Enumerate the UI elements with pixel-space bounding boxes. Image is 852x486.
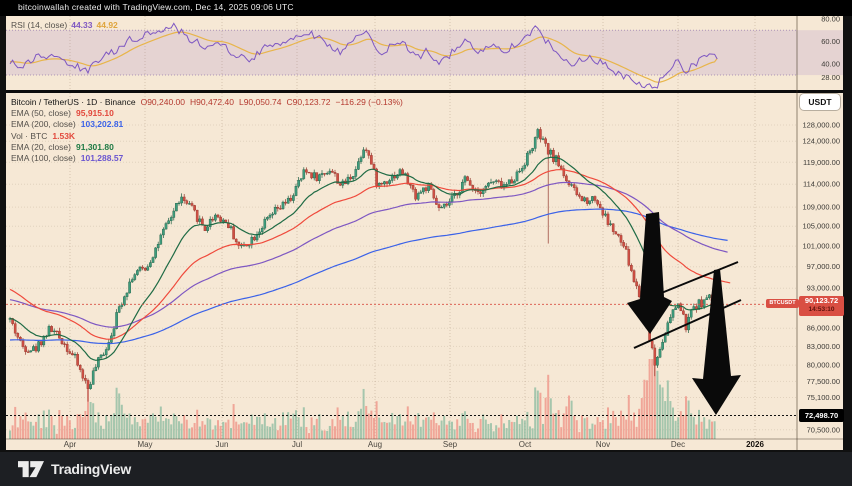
svg-text:Oct: Oct xyxy=(519,440,532,449)
rsi-line xyxy=(9,22,718,89)
symbol-title: Bitcoin / TetherUS · 1D · Binance xyxy=(11,97,136,107)
svg-text:97,000.00: 97,000.00 xyxy=(807,262,840,271)
svg-text:80,000.00: 80,000.00 xyxy=(807,361,840,370)
ema-50-line xyxy=(9,168,731,340)
svg-text:124,000.00: 124,000.00 xyxy=(802,137,840,146)
indicator-value: 95,915.10 xyxy=(76,108,114,119)
symbol-title-row: Bitcoin / TetherUS · 1D · Binance O90,240… xyxy=(11,97,403,108)
time-axis: Apr May Jun Jul Aug Sep Oct Nov Dec 2026 xyxy=(64,440,765,449)
change-value: −116.29 (−0.13%) xyxy=(335,97,403,107)
indicator-row: EMA (50, close) 95,915.10 xyxy=(11,108,403,119)
svg-text:Aug: Aug xyxy=(368,440,382,449)
svg-text:60.00: 60.00 xyxy=(821,37,840,46)
volume-bars xyxy=(9,359,716,439)
price-axis: 128,000.00 124,000.00 119,000.00 114,000.00… xyxy=(802,15,840,435)
last-price-value: 90,123.72 xyxy=(804,296,839,305)
svg-text:40.00: 40.00 xyxy=(821,59,840,68)
close-value: C90,123.72 xyxy=(286,97,331,107)
indicator-row: EMA (20, close) 91,301.80 xyxy=(11,142,403,153)
high-value: H90,472.40 xyxy=(190,97,234,107)
svg-text:114,000.00: 114,000.00 xyxy=(803,180,840,189)
rsi-ma-value: 44.92 xyxy=(96,20,118,30)
candles-layer xyxy=(8,127,716,402)
footer-bar: TradingView xyxy=(0,452,852,486)
rsi-legend: RSI (14, close) 44.33 44.92 xyxy=(11,20,118,30)
svg-text:119,000.00: 119,000.00 xyxy=(803,158,840,167)
last-price-tag: 90,123.72 14:53:10 xyxy=(799,296,844,316)
indicator-label: Vol · BTC xyxy=(11,130,48,141)
bar-countdown: 14:53:10 xyxy=(808,306,835,313)
attribution-text: bitcoinwallah created with TradingView.c… xyxy=(18,2,294,12)
indicator-label: EMA (100, close) xyxy=(11,153,76,164)
svg-text:Jul: Jul xyxy=(292,440,302,449)
rsi-value: 44.33 xyxy=(71,20,93,30)
indicator-label: EMA (50, close) xyxy=(11,108,71,119)
svg-text:28.00: 28.00 xyxy=(821,73,840,82)
svg-text:75,100.00: 75,100.00 xyxy=(807,393,840,402)
svg-text:77,500.00: 77,500.00 xyxy=(807,377,840,386)
svg-text:105,000.00: 105,000.00 xyxy=(802,222,840,231)
currency-toggle-button[interactable]: USDT xyxy=(800,94,840,110)
svg-text:80.00: 80.00 xyxy=(821,15,840,24)
svg-text:128,000.00: 128,000.00 xyxy=(802,121,840,130)
down-arrow-left xyxy=(627,212,672,334)
indicator-label: EMA (20, close) xyxy=(11,141,71,152)
tradingview-logo-icon[interactable] xyxy=(18,460,44,478)
svg-text:Apr: Apr xyxy=(64,440,77,449)
svg-text:Nov: Nov xyxy=(596,440,610,449)
channel-trendline-1 xyxy=(648,261,739,299)
svg-text:109,000.00: 109,000.00 xyxy=(802,203,840,212)
svg-text:Dec: Dec xyxy=(671,440,685,449)
ohlc-values: O90,240.00 H90,472.40 L90,050.74 C90,123.72… xyxy=(136,97,403,107)
ema-20-line xyxy=(9,156,720,361)
svg-text:93,000.00: 93,000.00 xyxy=(807,284,840,293)
indicator-value: 1.53K xyxy=(52,130,76,141)
svg-text:101,000.00: 101,000.00 xyxy=(802,242,840,251)
symbol-legend: Bitcoin / TetherUS · 1D · Binance O90,240… xyxy=(11,97,403,164)
svg-text:Sep: Sep xyxy=(443,440,458,449)
gridlines xyxy=(6,16,797,439)
svg-text:May: May xyxy=(137,440,152,449)
attribution-bar: bitcoinwallah created with TradingView.c… xyxy=(0,0,852,16)
svg-text:2026: 2026 xyxy=(746,440,764,449)
indicator-row: EMA (100, close) 101,288.57 xyxy=(11,153,403,164)
ema-100-line xyxy=(9,181,728,328)
svg-text:86,000.00: 86,000.00 xyxy=(807,324,840,333)
rsi-ma-line xyxy=(9,31,718,83)
indicator-value: 91,301.80 xyxy=(76,141,114,152)
rsi-legend-label: RSI (14, close) xyxy=(11,20,68,30)
svg-text:70,500.00: 70,500.00 xyxy=(807,425,840,434)
low-value: L90,050.74 xyxy=(238,97,282,107)
indicator-value: 103,202.81 xyxy=(80,119,124,130)
symbol-price-line-tag: BTCUSDT xyxy=(766,299,799,308)
down-arrow-right xyxy=(692,269,741,415)
svg-text:83,000.00: 83,000.00 xyxy=(807,342,840,351)
indicator-label: EMA (200, close) xyxy=(11,119,76,130)
ema-200-line xyxy=(9,208,728,345)
tradingview-brand-text[interactable]: TradingView xyxy=(51,461,132,477)
indicator-value: 101,288.57 xyxy=(80,153,124,164)
indicator-row: Vol · BTC 1.53K xyxy=(11,131,403,142)
svg-text:Jun: Jun xyxy=(216,440,229,449)
open-value: O90,240.00 xyxy=(140,97,186,107)
indicator-row: EMA (200, close) 103,202.81 xyxy=(11,119,403,130)
indicator-legend: EMA (50, close) 95,915.10 EMA (200, close)… xyxy=(11,108,403,164)
price-level-tag: 72,498.70 xyxy=(799,409,844,422)
